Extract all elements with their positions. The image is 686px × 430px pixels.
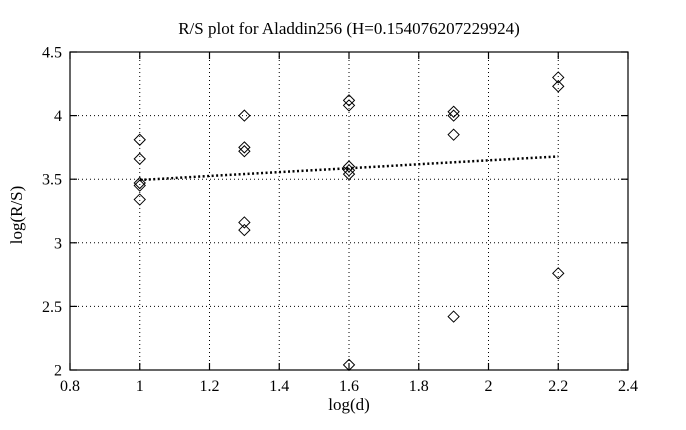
y-tick-label: 3 xyxy=(54,235,62,252)
x-tick-label: 1.4 xyxy=(269,378,289,395)
scatter-point-layer xyxy=(133,71,565,372)
data-point-diamond xyxy=(238,216,251,229)
data-point-diamond xyxy=(342,358,356,372)
data-point-diamond xyxy=(133,193,146,206)
data-point-diamond xyxy=(342,94,356,107)
x-tick-label: 0.8 xyxy=(60,378,80,395)
tick-label-layer: 0.8 1 1.2 1.4 1.6 1.8 2 2.2 2.4 2 2.5 3 3.5 4 4.5 xyxy=(42,45,638,396)
x-tick-label: 2.2 xyxy=(548,378,568,395)
x-tick-label: 2 xyxy=(485,378,493,395)
chart-title: R/S plot for Aladdin256 (H=0.15407620722… xyxy=(178,19,520,38)
data-point-diamond xyxy=(133,179,146,192)
y-axis-label: log(R/S) xyxy=(7,186,26,245)
data-point-diamond xyxy=(238,145,251,158)
x-axis-label: log(d) xyxy=(328,395,370,414)
data-point-diamond xyxy=(552,267,565,280)
data-point-diamond xyxy=(133,176,146,190)
y-tick-label: 2.5 xyxy=(42,299,62,316)
x-tick-label: 1.8 xyxy=(409,378,429,395)
data-point-diamond xyxy=(238,223,251,237)
data-point-diamond xyxy=(447,109,460,122)
data-point-diamond xyxy=(552,80,565,93)
data-point-diamond xyxy=(238,141,251,154)
y-tick-label: 4.5 xyxy=(42,45,62,62)
tick-layer xyxy=(69,51,629,371)
data-point-diamond xyxy=(342,164,356,177)
data-point-diamond xyxy=(238,109,251,122)
data-point-diamond xyxy=(447,105,460,118)
x-tick-label: 1 xyxy=(136,378,144,395)
y-tick-label: 2 xyxy=(54,363,62,380)
data-point-diamond xyxy=(447,310,460,323)
data-point-diamond xyxy=(133,133,146,146)
data-point-diamond xyxy=(552,71,565,84)
x-tick-label: 2.4 xyxy=(618,378,638,395)
x-tick-label: 1.2 xyxy=(200,378,220,395)
data-point-diamond xyxy=(447,128,460,141)
data-point-diamond xyxy=(133,152,146,166)
y-tick-label: 4 xyxy=(54,108,62,125)
data-point-diamond xyxy=(342,167,356,181)
y-tick-label: 3.5 xyxy=(42,172,62,189)
data-point-diamond xyxy=(342,99,356,112)
data-point-diamond xyxy=(342,160,356,173)
x-tick-label: 1.6 xyxy=(339,378,359,395)
